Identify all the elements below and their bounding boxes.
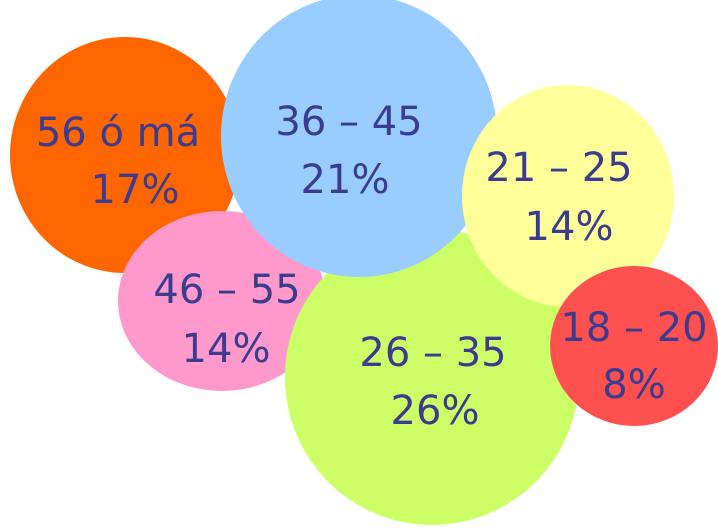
bubble-category-label: 36 – 45	[275, 99, 422, 145]
bubble-category-label: 21 – 25	[485, 145, 632, 191]
bubble-value-label: 14%	[182, 326, 271, 372]
bubble-value-label: 21%	[301, 157, 390, 203]
bubble-2	[285, 229, 579, 525]
bubble-1	[118, 211, 326, 391]
bubble-value-label: 14%	[525, 204, 614, 250]
bubble-category-label: 46 – 55	[153, 267, 300, 313]
bubble-labels: 56 ó má 17% 46 – 55 14% 26 – 35 26% 36 – 45 21%…	[36, 99, 708, 434]
bubble-4	[462, 85, 674, 307]
bubble-circles	[10, 0, 718, 525]
bubble-value-label: 26%	[391, 388, 480, 434]
bubble-category-label: 26 – 35	[359, 330, 506, 376]
bubble-3	[221, 0, 497, 277]
bubble-category-label: 18 – 20	[560, 305, 707, 351]
bubble-0	[10, 37, 240, 273]
bubble-value-label: 8%	[602, 362, 665, 408]
bubble-5	[550, 266, 718, 426]
bubble-category-label: 56 ó má	[36, 110, 200, 156]
bubble-value-label: 17%	[91, 167, 180, 213]
